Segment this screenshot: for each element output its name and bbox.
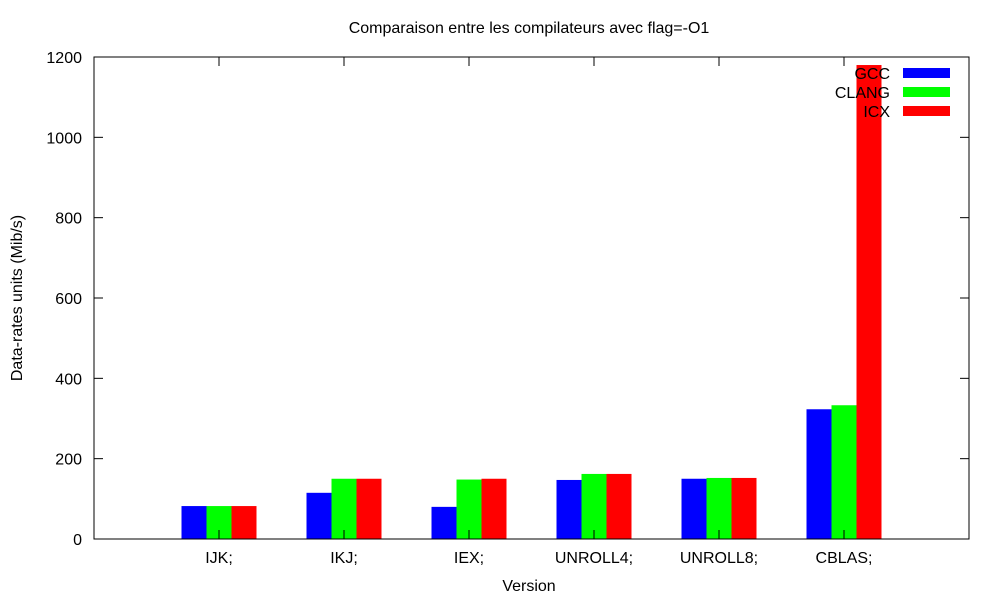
x-tick-label: IJK; [205,550,233,567]
plot-area [181,65,882,540]
y-tick-label: 600 [55,291,82,308]
bar-gcc-0 [181,506,207,539]
legend-label-icx: ICX [863,104,890,121]
bar-gcc-4 [681,478,707,539]
bar-icx-1 [356,478,382,539]
chart-title: Comparaison entre les compilateurs avec … [349,20,710,37]
bar-icx-3 [606,473,632,539]
bar-gcc-3 [556,479,582,539]
legend-label-gcc: GCC [854,66,890,83]
bar-icx-2 [481,478,507,539]
bar-clang-5 [831,405,857,539]
x-tick-label: UNROLL4; [555,550,633,567]
x-tick-label: UNROLL8; [680,550,758,567]
bar-icx-5 [856,65,882,540]
bar-gcc-2 [431,506,457,539]
y-tick-label: 0 [73,532,82,549]
bar-clang-1 [331,478,357,539]
legend-swatch-clang [903,87,950,97]
bar-clang-3 [581,473,607,539]
y-tick-label: 800 [55,211,82,228]
bar-icx-0 [231,506,257,539]
x-tick-label: IKJ; [330,550,358,567]
bar-gcc-1 [306,492,332,539]
axes: 0 200 400 600 800 1000 1200 IJK; IKJ; IEX; UNROLL4… [46,50,969,567]
y-tick-label: 400 [55,371,82,388]
legend: GCC CLANG ICX [835,66,950,121]
y-tick-label: 200 [55,452,82,469]
bar-icx-4 [731,477,757,539]
y-tick-label: 1200 [46,50,82,67]
x-tick-label: CBLAS; [816,550,873,567]
x-axis-label: Version [502,578,555,595]
bar-clang-2 [456,479,482,539]
legend-swatch-icx [903,106,950,116]
bar-clang-4 [706,477,732,539]
x-tick-label: IEX; [454,550,484,567]
y-axis-label: Data-rates units (Mib/s) [9,215,26,381]
bar-gcc-5 [806,409,832,539]
legend-label-clang: CLANG [835,85,890,102]
legend-swatch-gcc [903,68,950,78]
y-tick-label: 1000 [46,130,82,147]
